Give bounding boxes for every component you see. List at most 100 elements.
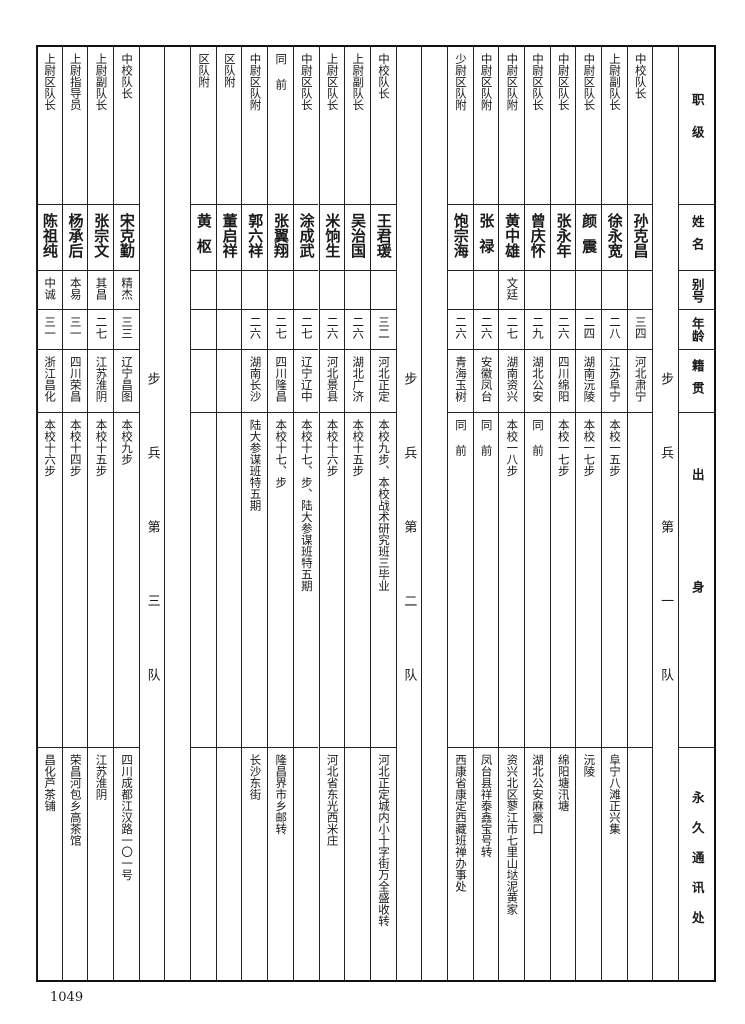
address-text: 四川成都江汉路一〇一号 [120, 754, 135, 881]
alias-cell [627, 270, 653, 309]
age-cell: 三一 [62, 309, 88, 349]
age-text: 二七 [299, 316, 314, 339]
address-text: 湖北公安麻豪口 [531, 754, 546, 835]
native-place-text: 四川绵阳 [556, 356, 571, 402]
background-cell: 本校九步、本校战术研究班三毕业 [370, 412, 396, 747]
age-text: 三一 [43, 316, 58, 339]
background-cell: 本校十七、步 [268, 412, 293, 747]
background-text: 本校十四步 [68, 419, 83, 477]
address-cell [345, 747, 370, 984]
rank-text: 区队附 [222, 53, 237, 88]
rank-text: 区队附 [197, 53, 212, 88]
roster-row: 中校队长 王君瑗 三二 河北正定 本校九步、本校战术研究班三毕业 河北正定城内小十字街万全… [369, 47, 396, 980]
age-text: 二七 [94, 316, 109, 339]
alias-cell [550, 270, 576, 309]
name-cell: 饱宗海 [447, 204, 473, 270]
header-rank-label: 职级 [689, 93, 705, 158]
rank-cell: 中尉区队长 [294, 47, 319, 204]
background-text: 本校十六步 [43, 419, 58, 477]
header-column: 职级 姓名 别号 年龄 籍贯 出身 永久通讯处 [678, 47, 714, 980]
age-cell [191, 309, 216, 349]
name-cell: 徐永宽 [601, 204, 627, 270]
background-cell: 本校十六步 [319, 412, 345, 747]
background-text: 同前 [531, 419, 546, 470]
rank-cell: 中尉区队长 [551, 47, 576, 204]
native-place-cell: 江苏淮阴 [88, 349, 114, 412]
native-place-cell: 河北正定 [370, 349, 396, 412]
group-label-column: 步兵第三队 [138, 47, 165, 980]
age-cell: 二六 [473, 309, 499, 349]
alias-cell [473, 270, 499, 309]
age-cell: 二六 [550, 309, 576, 349]
alias-cell [345, 270, 370, 309]
native-place-text: 四川荣昌 [68, 356, 83, 402]
name-text: 杨承后 [66, 213, 85, 258]
roster-row: 中校队长 宋克勤 精杰 三三 辽宁昌图 本校九步 四川成都江汉路一〇一号 [113, 47, 139, 980]
address-cell: 河北正定城内小十字街万全盛收转 [370, 747, 396, 984]
name-cell: 董启祥 [216, 204, 242, 270]
native-place-cell: 湖南沅陵 [576, 349, 601, 412]
name-text: 董启祥 [220, 213, 239, 258]
native-place-cell: 四川隆昌 [268, 349, 293, 412]
age-text: 二六 [556, 316, 571, 339]
address-cell [627, 747, 653, 984]
name-cell: 曾庆怀 [524, 204, 550, 270]
address-cell: 阜宁八滩正兴集 [601, 747, 627, 984]
background-cell: 陆大参谋班特五期 [242, 412, 268, 747]
alias-cell: 本易 [62, 270, 88, 309]
native-place-cell: 四川荣昌 [62, 349, 88, 412]
address-cell: 河北省东光西米庄 [319, 747, 345, 984]
native-place-cell [191, 349, 216, 412]
name-text: 陈祖纯 [40, 213, 59, 258]
address-text: 昌化芦茶铺 [43, 754, 58, 812]
address-cell: 江苏淮阴 [88, 747, 114, 984]
group-label-column: 步兵第二队 [395, 47, 422, 980]
roster-row: 中尉区队长 颜震 二四 湖南沅陵 本校一七步 沅陵 [575, 47, 601, 980]
alias-cell: 精杰 [114, 270, 139, 309]
page-number: 1049 [50, 990, 84, 1005]
name-text: 郭六祥 [246, 213, 265, 258]
rank-text: 中尉区队长 [299, 53, 314, 111]
roster-row: 中尉区队附 张禄 二六 安徽凤台 同前 凤台县祥泰鑫宝号转 [472, 47, 499, 980]
background-cell: 本校十四步 [62, 412, 88, 747]
background-text: 本校一七步 [556, 419, 571, 477]
rank-cell: 少尉区队附 [448, 47, 473, 204]
address-cell: 资兴北区蓼江市七里山垯泥黄家 [499, 747, 524, 984]
alias-cell [576, 270, 601, 309]
group-label: 步兵第一队 [653, 372, 678, 742]
native-place-cell: 浙江昌化 [37, 349, 62, 412]
age-cell: 三二 [370, 309, 396, 349]
rank-text: 中校队长 [633, 53, 648, 99]
age-cell: 二九 [524, 309, 550, 349]
background-text: 同前 [479, 419, 494, 470]
age-cell: 二六 [447, 309, 473, 349]
rank-cell: 中尉区队附 [242, 47, 267, 204]
age-text: 三二 [376, 316, 391, 339]
native-place-text: 辽宁辽中 [299, 356, 314, 402]
address-cell [216, 747, 242, 984]
address-cell: 凤台县祥泰鑫宝号转 [473, 747, 499, 984]
background-cell: 本校十五步 [88, 412, 114, 747]
name-cell: 黄枢 [191, 204, 216, 270]
age-text: 二六 [351, 316, 366, 339]
address-text: 河北省东光西米庄 [325, 754, 340, 846]
background-text: 本校九步、本校战术研究班三毕业 [376, 419, 391, 592]
group-label-text: 步兵第三队 [144, 372, 160, 742]
roster-row: 中尉区队长 涂成武 二七 辽宁辽中 本校十七、步、陆大参谋班特五期 [292, 47, 319, 980]
name-cell: 黄中雄 [499, 204, 524, 270]
header-background-cell: 出身 [679, 412, 714, 747]
rank-cell: 同前 [268, 47, 293, 204]
native-place-cell: 湖北公安 [524, 349, 550, 412]
name-cell: 吴治国 [345, 204, 370, 270]
address-cell: 荣昌河包乡高茶馆 [62, 747, 88, 984]
name-text: 张宗文 [92, 213, 111, 258]
native-place-cell: 湖南资兴 [499, 349, 524, 412]
age-cell: 三一 [37, 309, 62, 349]
native-place-text: 江苏淮阴 [94, 356, 109, 402]
background-text: 本校十七、步、陆大参谋班特五期 [299, 419, 314, 592]
address-cell: 沅陵 [576, 747, 601, 984]
name-text: 王君瑗 [374, 213, 393, 258]
background-text: 陆大参谋班特五期 [248, 419, 263, 511]
alias-cell [268, 270, 293, 309]
name-text: 颜震 [580, 213, 599, 264]
